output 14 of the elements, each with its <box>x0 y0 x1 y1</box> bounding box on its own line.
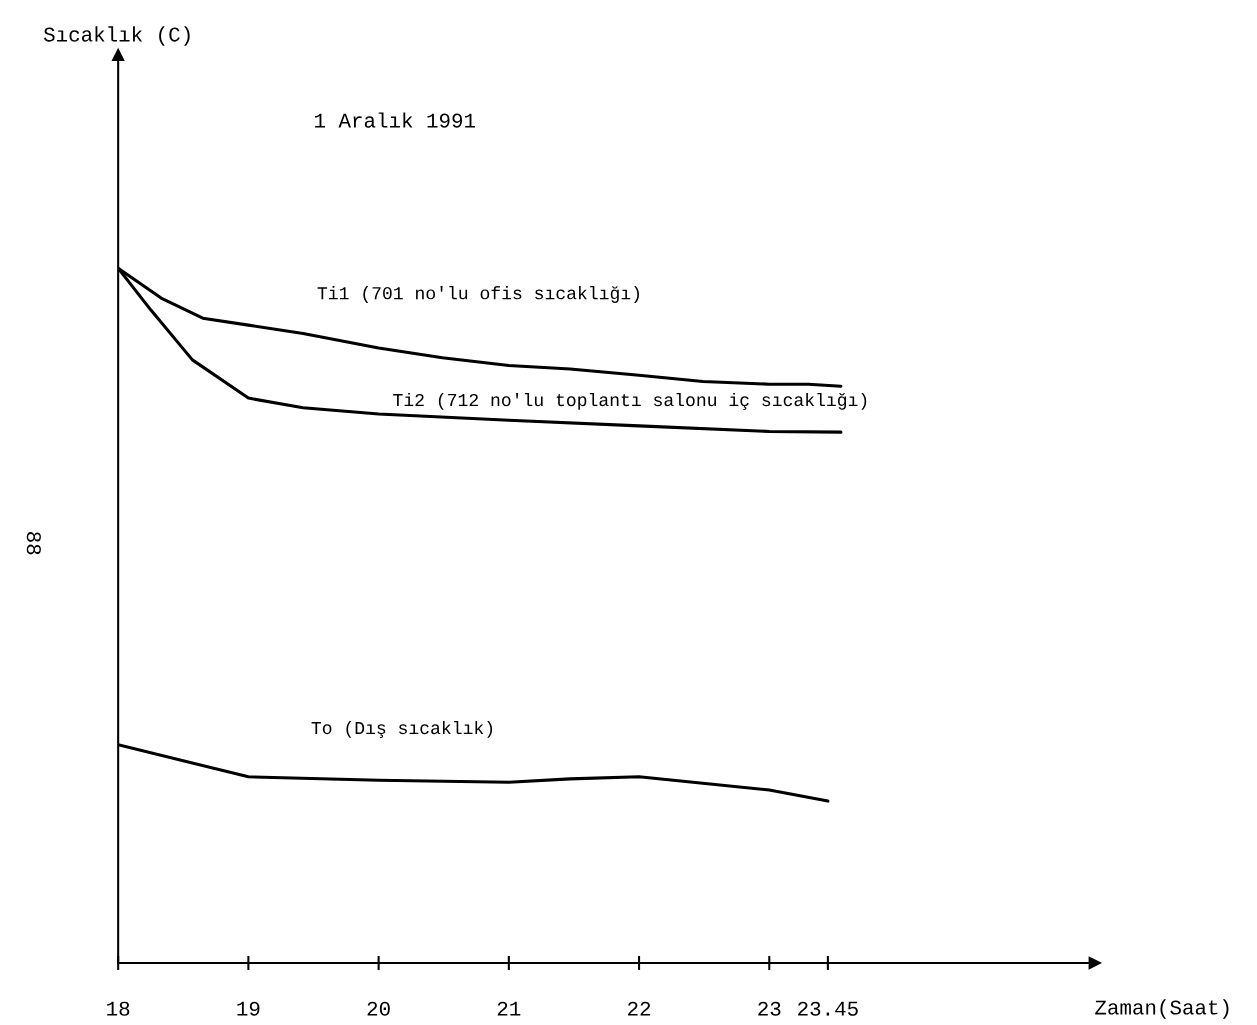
text: Sıcaklık (C) <box>43 26 190 46</box>
text: 1 Aralık 1991 <box>315 112 476 128</box>
series-label: Ti1 (701 no'lu ofis sıcaklığı) <box>317 286 639 303</box>
x-tick-label: 23.45 <box>798 1001 858 1016</box>
x-tick-label: 21 <box>497 1001 521 1016</box>
x-tick-label: 18 <box>107 1001 130 1016</box>
text: To (Dış sıcaklık) <box>311 720 493 738</box>
x-tick-label: 20 <box>367 1001 390 1016</box>
x-axis-title: Zaman(Saat) <box>1095 999 1229 1019</box>
series-label: Ti2 (712 no'lu toplantı salonu iç sıcaklığı) <box>393 392 867 410</box>
x-tick-label: 19 <box>237 1001 260 1016</box>
x-tick-label: 23 <box>758 1001 781 1016</box>
text: 88 <box>26 532 41 555</box>
x-tick-label: 22 <box>628 1001 651 1016</box>
